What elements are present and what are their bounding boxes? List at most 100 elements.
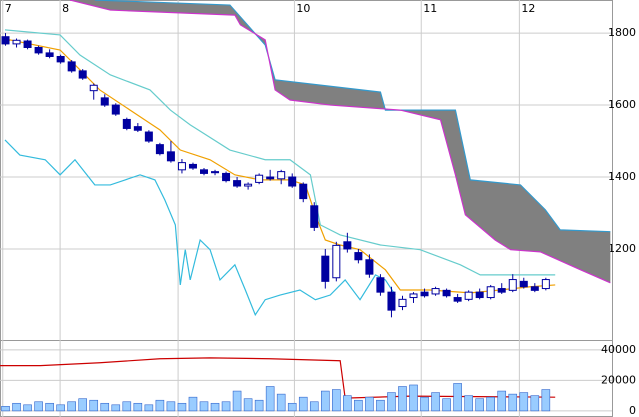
y-tick-label: 1800 [608, 26, 636, 39]
volume-bar [508, 393, 518, 412]
volume-bar [23, 404, 32, 412]
candle-body [1, 36, 10, 45]
y-tick-label: 40000 [601, 343, 636, 356]
y-tick-label: 1400 [608, 170, 636, 183]
volume-bar [100, 402, 110, 412]
volume-bar [133, 402, 143, 412]
volume-bar [254, 399, 264, 412]
candle-body [122, 118, 131, 129]
volume-bar [497, 390, 507, 412]
candle-body [34, 46, 43, 54]
candle-body [420, 291, 429, 297]
volume-bar [486, 396, 496, 412]
candle-body [530, 286, 539, 291]
volume-bar [464, 395, 473, 412]
candle-body [188, 163, 197, 169]
volume-bar [12, 402, 21, 412]
volume-bar [210, 402, 220, 412]
candle-body [365, 259, 374, 275]
candle-body [244, 183, 253, 187]
candle-body [486, 286, 495, 299]
volume-bar [221, 401, 231, 412]
candle-body [321, 255, 330, 282]
volume-bar [45, 402, 54, 412]
candle-body [266, 176, 275, 180]
candle-body [78, 70, 87, 79]
volume-bar [155, 399, 165, 412]
candle-body [288, 176, 297, 187]
candle-body [211, 171, 220, 174]
volume-bar [309, 401, 319, 412]
candle-body [255, 174, 264, 183]
volume-bar [320, 390, 330, 412]
candle-body [177, 162, 186, 171]
candle-body [45, 52, 54, 57]
candle-body [376, 277, 385, 293]
volume-bar [265, 386, 275, 412]
volume-bar [442, 398, 451, 412]
volume-bar [398, 386, 407, 412]
x-tick-label: 7 [5, 2, 12, 15]
plot-area [0, 357, 556, 399]
candle-body [475, 291, 484, 299]
volume-bar [365, 396, 374, 412]
volume-bar [332, 389, 341, 412]
candle-body [508, 279, 517, 291]
indicator-line [4, 139, 396, 317]
volume-bar [475, 398, 484, 412]
y-tick-label: 0 [629, 404, 636, 417]
volume-bar [541, 389, 551, 412]
candle-body [343, 241, 352, 250]
volume-bar [144, 404, 154, 412]
candle-body [155, 144, 164, 155]
candle-body [166, 151, 175, 162]
volume-bar [199, 401, 209, 412]
candle-body [299, 183, 308, 200]
volume-bar [298, 396, 308, 412]
candle-body [332, 244, 341, 279]
volume-bar [34, 401, 43, 412]
y-tick-label: 1200 [608, 242, 636, 255]
candle-body [387, 291, 396, 311]
candle-body [111, 104, 120, 115]
indicator-line [4, 29, 556, 276]
volume-bar [89, 399, 99, 412]
volume-bar [177, 402, 187, 412]
volume-bar [56, 404, 65, 412]
candle-body [442, 289, 451, 297]
cloud [70, 0, 611, 283]
candle-body [144, 131, 153, 142]
y-tick-label: 1600 [608, 98, 636, 111]
x-tick-label: 10 [296, 2, 310, 15]
volume-bar [287, 402, 297, 412]
volume-bar [67, 401, 76, 412]
candle-body [519, 280, 528, 288]
candle-body [222, 172, 231, 182]
volume-bar [343, 395, 352, 412]
candle-body [100, 97, 109, 106]
candle-body [133, 126, 142, 131]
candle-body [200, 169, 208, 174]
volume-bar [243, 398, 253, 412]
candle-body [453, 297, 462, 302]
volume-bar [530, 395, 540, 412]
volume-bar [420, 396, 429, 412]
volume-bar [232, 390, 242, 412]
balance-line [0, 357, 556, 399]
volume-bar [111, 404, 121, 412]
candle-body [277, 171, 286, 180]
x-tick-label: 12 [521, 2, 535, 15]
candle-body [398, 298, 407, 308]
candle-body [409, 293, 418, 299]
candle-body [23, 40, 32, 48]
volume-bar [376, 399, 385, 412]
volume-bar [276, 393, 286, 412]
volume-bar [78, 398, 88, 412]
indicator-line [94, 0, 611, 233]
candle-body [89, 84, 98, 92]
volume-bar [166, 401, 176, 412]
volume-bar [1, 406, 10, 412]
candle-body [12, 39, 21, 45]
volume-bar [387, 392, 396, 412]
